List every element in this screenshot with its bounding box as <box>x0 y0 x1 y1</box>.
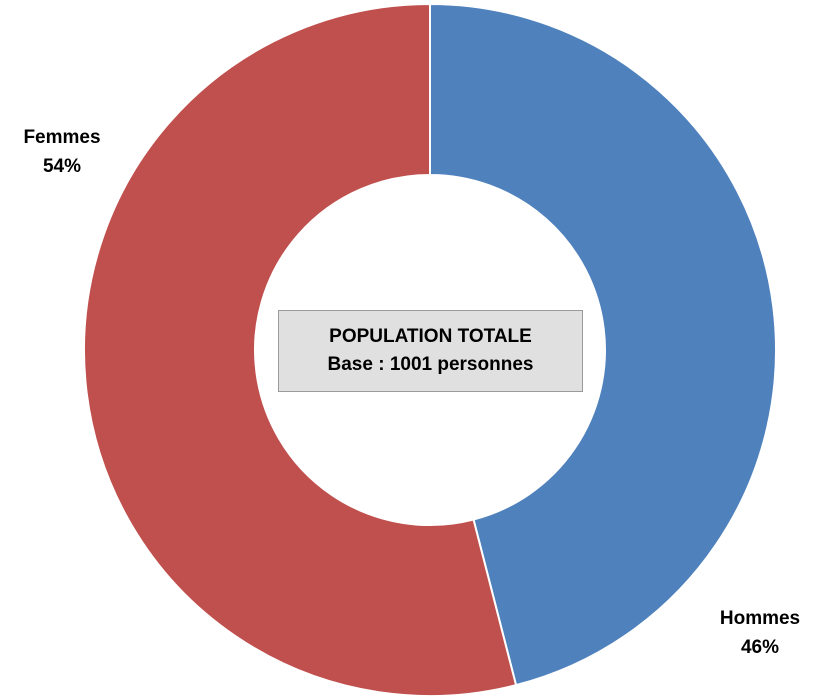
slice-name-hommes: Hommes <box>719 608 801 629</box>
slice-label-hommes: Hommes 46% <box>700 604 820 662</box>
slice-hommes <box>429 2 777 687</box>
center-subtitle: Base : 1001 personnes <box>327 354 534 375</box>
slice-percent-femmes: 54% <box>42 156 82 177</box>
slice-label-femmes: Femmes 54% <box>2 123 122 181</box>
center-label-box: POPULATION TOTALE Base : 1001 personnes <box>278 310 583 392</box>
slice-percent-hommes: 46% <box>740 637 780 658</box>
slice-name-femmes: Femmes <box>23 127 101 148</box>
slice-femmes <box>83 2 518 697</box>
center-title: POPULATION TOTALE <box>329 326 532 347</box>
